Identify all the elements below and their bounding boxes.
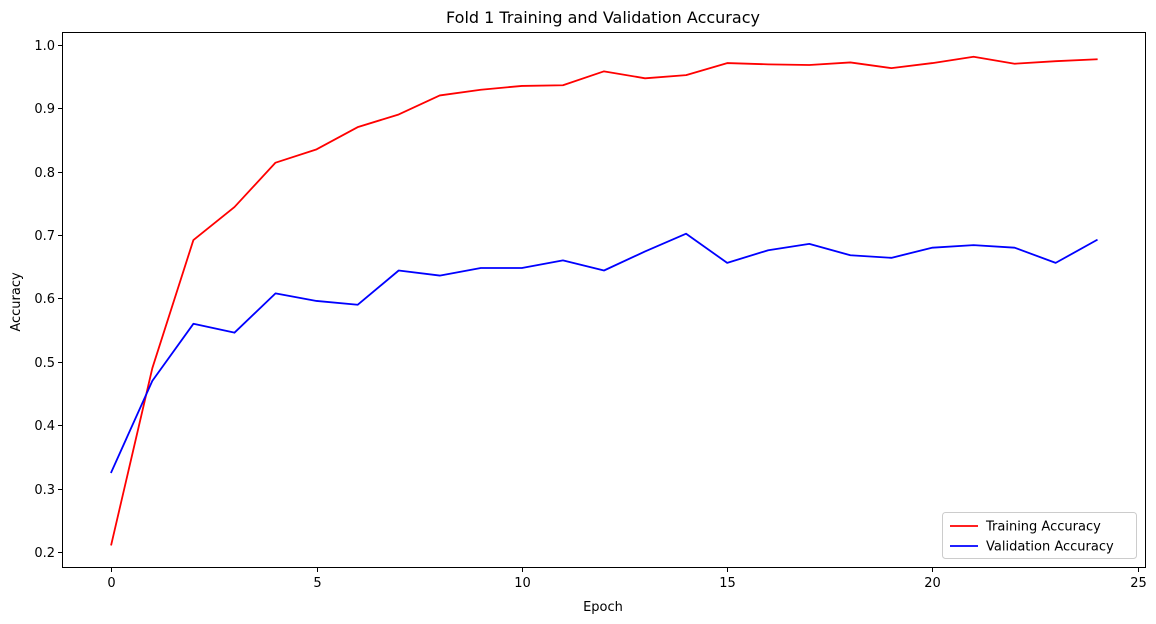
y-axis: 0.2 0.3 0.4 0.5 0.6 0.7 0.8 0.9 1.0: [34, 39, 62, 561]
y-tick-label: 0.3: [34, 483, 55, 498]
plot-frame: [62, 32, 1146, 568]
legend-box: [942, 512, 1137, 559]
chart-title: Fold 1 Training and Validation Accuracy: [446, 8, 760, 27]
y-tick-label: 1.0: [34, 39, 55, 54]
series-line-training-accuracy: [110, 55, 1098, 546]
plot-area: [110, 55, 1098, 546]
y-tick-label: 0.4: [34, 419, 55, 434]
x-tick-label: 15: [719, 576, 736, 591]
y-tick-label: 0.2: [34, 546, 55, 561]
y-tick-label: 0.6: [34, 292, 55, 307]
y-tick-label: 0.5: [34, 356, 55, 371]
legend-label: Training Accuracy: [985, 520, 1101, 535]
x-tick-label: 5: [313, 576, 321, 591]
x-tick-label: 20: [924, 576, 941, 591]
x-tick-label: 10: [514, 576, 531, 591]
y-tick-label: 0.9: [34, 102, 55, 117]
y-tick-label: 0.7: [34, 229, 55, 244]
x-tick-label: 25: [1130, 576, 1147, 591]
x-tick-label: 0: [107, 576, 115, 591]
x-axis: 0 5 10 15 20 25: [107, 568, 1147, 591]
x-axis-label: Epoch: [583, 600, 623, 615]
y-axis-label: Accuracy: [9, 272, 24, 332]
legend-label: Validation Accuracy: [986, 540, 1114, 555]
legend: Training Accuracy Validation Accuracy: [942, 512, 1137, 559]
series-line-validation-accuracy: [110, 232, 1098, 474]
y-tick-label: 0.8: [34, 166, 55, 181]
